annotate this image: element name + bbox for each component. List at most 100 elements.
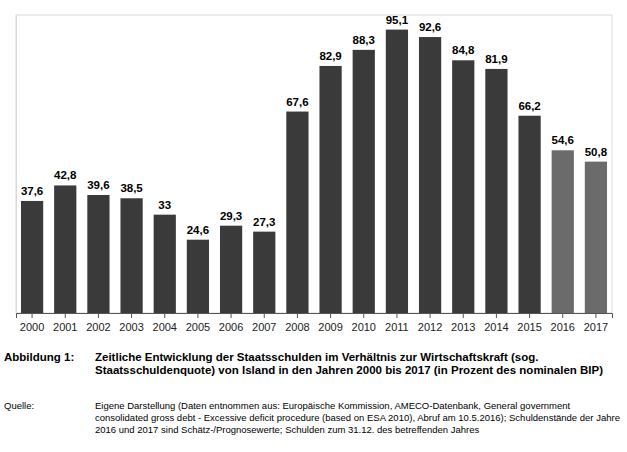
x-tick-mark xyxy=(197,313,198,318)
x-tick-mark xyxy=(231,313,232,318)
x-axis-line xyxy=(17,314,613,319)
data-label: 67,6 xyxy=(286,96,308,108)
x-tick: 2005 xyxy=(186,313,210,333)
bar xyxy=(154,215,176,313)
x-tick: 2015 xyxy=(517,313,541,333)
data-label: 24,6 xyxy=(187,224,209,236)
bar xyxy=(552,150,574,313)
data-label: 33 xyxy=(158,199,171,211)
x-tick-mark xyxy=(396,313,397,318)
x-tick: 2003 xyxy=(119,313,143,333)
data-label: 95,1 xyxy=(386,14,409,26)
bar xyxy=(353,50,375,313)
data-label: 84,8 xyxy=(452,44,475,56)
x-tick-mark xyxy=(264,313,265,318)
text-line: consolidated gross debt - Excessive defi… xyxy=(95,412,620,423)
x-tick-label: 2016 xyxy=(551,321,575,333)
x-tick-label: 2015 xyxy=(517,321,541,333)
bar xyxy=(253,232,275,313)
y-axis xyxy=(16,16,17,314)
x-tick: 2016 xyxy=(551,313,575,333)
x-tick-mark xyxy=(32,313,33,318)
bar xyxy=(286,112,308,313)
x-tick-label: 2017 xyxy=(584,321,608,333)
x-tick-mark xyxy=(164,313,165,318)
bar xyxy=(87,195,109,313)
x-tick-label: 2003 xyxy=(119,321,143,333)
x-tick: 2013 xyxy=(451,313,475,333)
text-line: 2016 und 2017 sind Schätz-/Prognosewerte… xyxy=(95,424,480,435)
source: Eigene Darstellung (Daten entnommen aus:… xyxy=(95,400,620,435)
x-tick: 2014 xyxy=(484,313,508,333)
text-line: Zeitliche Entwicklung der Staatsschulden… xyxy=(95,351,538,363)
x-tick-label: 2008 xyxy=(285,321,309,333)
bar xyxy=(220,226,242,313)
data-label: 50,8 xyxy=(585,146,608,158)
x-tick-label: 2014 xyxy=(484,321,508,333)
x-tick-mark xyxy=(297,313,298,318)
x-tick: 2017 xyxy=(584,313,608,333)
x-tick: 2008 xyxy=(285,313,309,333)
source-label: Quelle: xyxy=(4,400,34,411)
x-tick: 2011 xyxy=(385,313,409,333)
text-line: Eigene Darstellung (Daten entnommen aus:… xyxy=(95,400,571,411)
text-line: Staatsschuldenquote) von Island in den J… xyxy=(95,364,603,376)
data-label: 88,3 xyxy=(353,34,375,46)
data-label: 37,6 xyxy=(21,185,43,197)
x-tick-label: 2010 xyxy=(352,321,376,333)
x-tick: 2010 xyxy=(352,313,376,333)
caption: Abbildung 1: Zeitliche Entwicklung der St… xyxy=(4,351,620,435)
x-tick-label: 2000 xyxy=(20,321,44,333)
x-tick-mark xyxy=(430,313,431,318)
bar xyxy=(485,69,507,313)
x-tick-mark xyxy=(496,313,497,318)
x-tick-label: 2004 xyxy=(153,321,177,333)
x-tick-label: 2009 xyxy=(318,321,342,333)
bar xyxy=(452,60,474,313)
data-label: 81,9 xyxy=(485,53,507,65)
bars xyxy=(21,30,607,313)
x-tick-label: 2012 xyxy=(418,321,442,333)
x-tick: 2007 xyxy=(252,313,276,333)
x-tick-mark xyxy=(595,313,596,318)
data-label: 82,9 xyxy=(319,50,341,62)
bar xyxy=(386,30,408,313)
chart-svg: 37,642,839,638,53324,629,327,367,682,988… xyxy=(0,0,627,452)
x-tick-mark xyxy=(330,313,331,318)
x-tick-mark xyxy=(65,313,66,318)
data-labels: 37,642,839,638,53324,629,327,367,682,988… xyxy=(21,14,608,236)
bar xyxy=(419,37,441,313)
data-label: 38,5 xyxy=(120,182,143,194)
x-tick-mark xyxy=(131,313,132,318)
bar xyxy=(518,116,540,313)
x-axis: 2000 2001 2002 2003 2004 2005 2006 2007 2008 2009… xyxy=(17,313,613,333)
x-tick-label: 2011 xyxy=(385,321,409,333)
data-label: 39,6 xyxy=(87,179,109,191)
bar xyxy=(187,240,209,313)
x-tick: 2001 xyxy=(53,313,77,333)
x-tick: 2009 xyxy=(318,313,342,333)
data-label: 42,8 xyxy=(54,169,77,181)
data-label: 92,6 xyxy=(419,21,441,33)
x-tick-mark xyxy=(363,313,364,318)
x-tick-mark xyxy=(463,313,464,318)
x-tick-mark xyxy=(529,313,530,318)
bar xyxy=(319,66,341,313)
x-tick-mark xyxy=(562,313,563,318)
title: Zeitliche Entwicklung der Staatsschulden… xyxy=(95,351,603,376)
data-label: 66,2 xyxy=(518,100,540,112)
plot-frame xyxy=(16,15,612,313)
x-tick: 2012 xyxy=(418,313,442,333)
figure-label: Abbildung 1: xyxy=(4,351,74,363)
x-tick-label: 2002 xyxy=(86,321,110,333)
x-tick-mark xyxy=(98,313,99,318)
x-tick-label: 2006 xyxy=(219,321,243,333)
data-label: 54,6 xyxy=(552,134,574,146)
y-axis-line xyxy=(16,16,17,314)
data-label: 29,3 xyxy=(220,210,242,222)
x-tick: 2004 xyxy=(153,313,177,333)
bar xyxy=(120,198,142,313)
x-tick: 2000 xyxy=(20,313,44,333)
x-tick: 2006 xyxy=(219,313,243,333)
x-tick-label: 2005 xyxy=(186,321,210,333)
